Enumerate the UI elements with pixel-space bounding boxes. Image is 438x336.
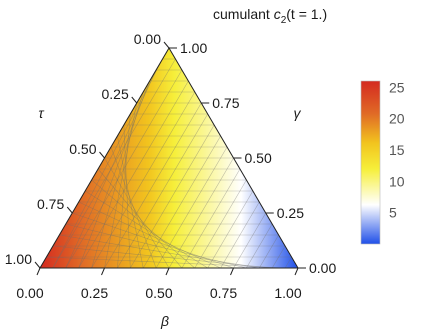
beta-tick-mark bbox=[230, 267, 234, 276]
grid-line bbox=[65, 69, 157, 269]
ternary-grid bbox=[46, 58, 292, 269]
gamma-axis: 0.00 0.25 0.50 0.75 1.00 bbox=[169, 40, 336, 276]
beta-tick-mark bbox=[165, 267, 170, 276]
grid-line bbox=[72, 212, 234, 269]
grid-line bbox=[59, 234, 260, 269]
tau-axis: 0.00 0.25 0.50 0.75 1.00 bbox=[5, 31, 170, 269]
grid-line bbox=[52, 58, 163, 269]
colorbar-tick-label: 5 bbox=[389, 205, 397, 221]
tau-tick-mark bbox=[66, 206, 73, 214]
tau-tick-label: 0.00 bbox=[134, 31, 161, 47]
beta-axis-label: β bbox=[160, 313, 169, 329]
grid-line bbox=[194, 179, 247, 269]
grid-line bbox=[65, 69, 183, 269]
grid-line bbox=[168, 157, 234, 269]
grid-line bbox=[97, 168, 183, 269]
gamma-tick-label: 0.25 bbox=[277, 205, 304, 221]
grid-line bbox=[117, 113, 131, 269]
grid-line bbox=[104, 102, 202, 269]
grid-line bbox=[155, 146, 228, 269]
colorbar-tick-label: 20 bbox=[389, 111, 405, 127]
grid-line bbox=[78, 80, 150, 269]
grid-line bbox=[181, 168, 241, 269]
grid-line bbox=[91, 91, 196, 269]
grid-line bbox=[84, 190, 208, 269]
grid-line bbox=[130, 124, 215, 269]
grid-line bbox=[117, 135, 144, 269]
grid-line bbox=[104, 102, 138, 269]
colorbar-ticks: 5 10 15 20 25 bbox=[389, 79, 405, 220]
chart-title-prefix: cumulant bbox=[213, 6, 274, 22]
beta-axis: 0.00 0.25 0.50 0.75 1.00 bbox=[16, 267, 302, 301]
chart-title-subscript: 2 bbox=[281, 15, 287, 26]
grid-line bbox=[52, 58, 176, 269]
grid-line bbox=[117, 113, 208, 269]
beta-tick-label: 0.25 bbox=[81, 285, 108, 301]
tau-axis-label: τ bbox=[38, 105, 44, 121]
grid-line bbox=[52, 245, 273, 269]
grid-line bbox=[284, 256, 292, 269]
chart-title: cumulant c2(t = 1.) bbox=[213, 6, 327, 26]
grid-line bbox=[142, 135, 221, 269]
gamma-axis-label: γ bbox=[294, 105, 302, 121]
tau-tick-label: 0.50 bbox=[69, 141, 96, 157]
grid-line bbox=[271, 245, 286, 269]
grid-line bbox=[104, 157, 170, 269]
colorbar-tick-label: 25 bbox=[389, 79, 405, 95]
colorbar bbox=[360, 80, 381, 245]
grid-line bbox=[207, 190, 254, 269]
gamma-tick-label: 0.00 bbox=[309, 260, 336, 276]
tau-tick-label: 1.00 bbox=[5, 251, 32, 267]
colorbar-tick-label: 10 bbox=[389, 173, 405, 189]
beta-tick-label: 1.00 bbox=[274, 285, 301, 301]
grid-line bbox=[259, 234, 279, 269]
chart-title-variable: c bbox=[274, 6, 281, 22]
chart-title-suffix: (t = 1.) bbox=[286, 6, 327, 22]
gamma-tick-label: 1.00 bbox=[180, 40, 207, 56]
beta-tick-label: 0.75 bbox=[210, 285, 237, 301]
tau-tick-mark bbox=[34, 261, 41, 269]
beta-tick-label: 0.00 bbox=[16, 285, 43, 301]
beta-tick-mark bbox=[294, 267, 299, 276]
tau-tick-label: 0.75 bbox=[37, 196, 64, 212]
beta-tick-mark bbox=[101, 267, 105, 276]
colorbar-tick-label: 15 bbox=[389, 142, 405, 158]
grid-line bbox=[246, 223, 273, 269]
beta-tick-label: 0.50 bbox=[145, 285, 172, 301]
gamma-tick-label: 0.75 bbox=[212, 95, 239, 111]
grid-line bbox=[91, 91, 144, 269]
tau-tick-label: 0.25 bbox=[102, 86, 129, 102]
grid-line bbox=[123, 124, 131, 269]
ternary-triangle-fill bbox=[40, 48, 298, 268]
tau-tick-mark bbox=[99, 151, 105, 159]
grid-line bbox=[110, 146, 157, 269]
grid-line bbox=[46, 256, 286, 269]
grid-line bbox=[233, 212, 267, 269]
tau-tick-mark bbox=[163, 41, 170, 49]
grid-line bbox=[65, 223, 247, 269]
grid-line bbox=[91, 179, 195, 269]
grid-line bbox=[78, 201, 221, 269]
gamma-tick-label: 0.50 bbox=[245, 150, 272, 166]
beta-tick-mark bbox=[36, 267, 41, 276]
grid-line bbox=[78, 80, 189, 269]
tau-tick-mark bbox=[131, 96, 138, 104]
grid-line bbox=[220, 201, 260, 269]
